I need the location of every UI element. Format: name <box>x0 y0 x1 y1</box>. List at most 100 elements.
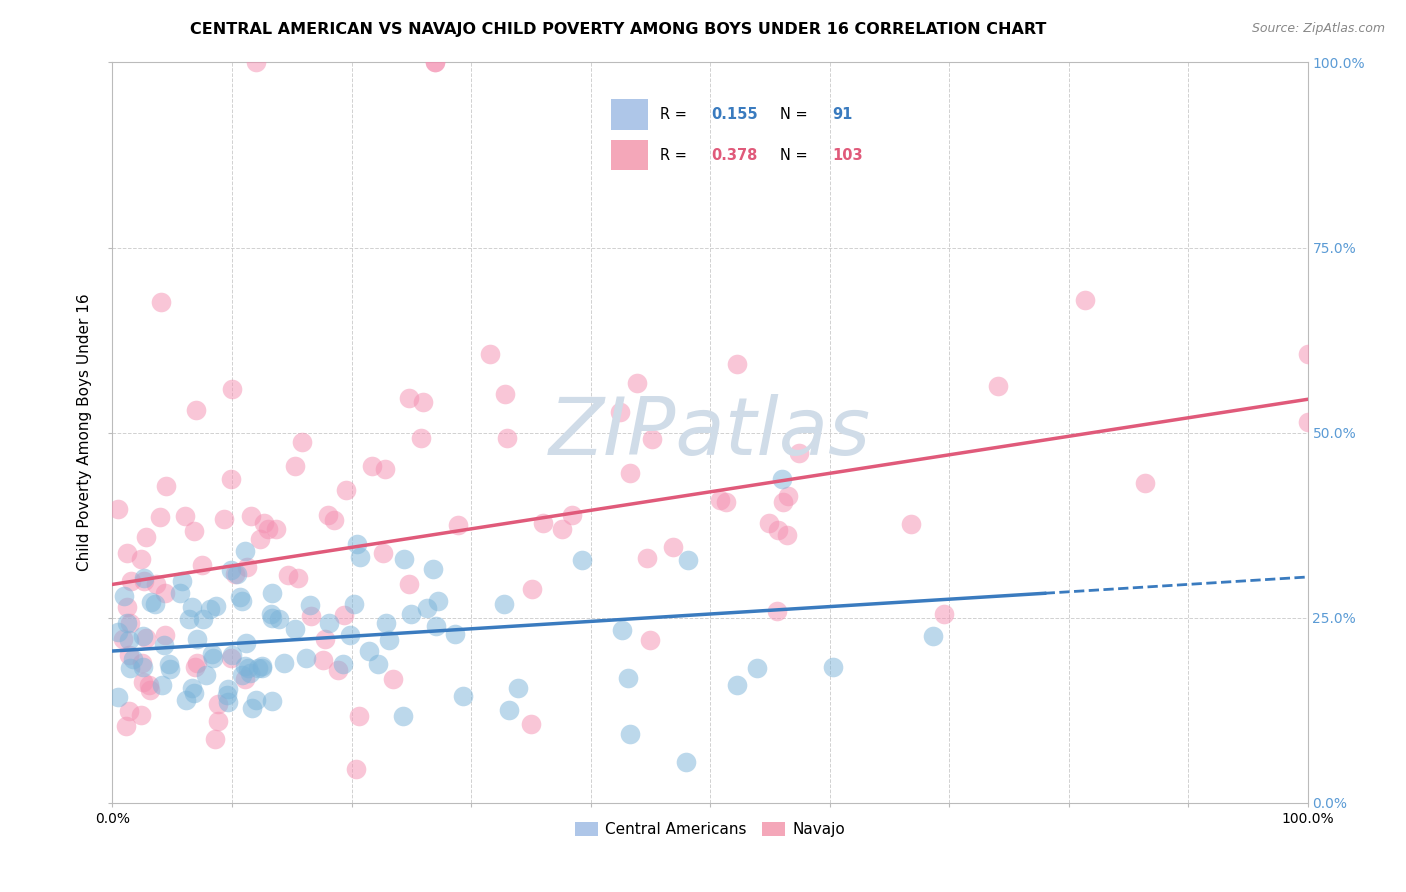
Point <box>170 574 193 589</box>
Point <box>260 611 283 625</box>
Point <box>378 632 401 647</box>
Point <box>451 689 474 703</box>
Point <box>346 536 368 550</box>
Point <box>678 553 700 567</box>
Point <box>716 495 738 509</box>
Text: Source: ZipAtlas.com: Source: ZipAtlas.com <box>1251 22 1385 36</box>
Point <box>118 661 141 675</box>
Point <box>184 660 207 674</box>
Point <box>374 615 396 630</box>
Point <box>1296 347 1319 361</box>
Point <box>392 551 415 566</box>
Point <box>494 387 516 401</box>
Point <box>149 294 172 309</box>
Point <box>619 727 641 741</box>
Point <box>195 667 218 681</box>
Point <box>231 594 253 608</box>
Point <box>120 574 142 588</box>
Point <box>299 608 322 623</box>
Point <box>416 601 439 615</box>
Point <box>155 479 177 493</box>
Point <box>1296 416 1319 430</box>
Point <box>240 701 263 715</box>
Point <box>617 671 640 685</box>
Point <box>134 571 156 585</box>
Point <box>186 632 208 647</box>
Point <box>217 681 239 696</box>
Point <box>425 55 447 70</box>
Point <box>932 607 955 621</box>
Point <box>768 523 790 537</box>
Point <box>122 652 145 666</box>
Point <box>444 627 467 641</box>
Point <box>107 501 129 516</box>
Point <box>347 709 370 723</box>
Text: ZIPatlas: ZIPatlas <box>548 393 872 472</box>
Point <box>492 597 515 611</box>
Point <box>129 551 152 566</box>
Point <box>776 489 799 503</box>
Point <box>112 632 135 647</box>
Point <box>235 559 257 574</box>
Point <box>412 395 434 409</box>
Point <box>479 347 502 361</box>
Point <box>219 650 242 665</box>
Point <box>332 657 354 671</box>
Point <box>204 731 226 746</box>
Point <box>922 629 945 643</box>
Point <box>204 599 226 614</box>
Point <box>249 533 271 547</box>
Point <box>120 615 142 630</box>
Point <box>662 540 685 554</box>
Point <box>131 656 153 670</box>
Point <box>148 509 170 524</box>
Point <box>117 704 139 718</box>
Point <box>316 508 339 522</box>
Point <box>772 495 794 509</box>
Point <box>112 589 135 603</box>
Point <box>186 402 208 417</box>
Point <box>132 629 155 643</box>
Point <box>253 516 276 531</box>
Point <box>118 648 141 663</box>
Point <box>571 553 593 567</box>
Point <box>361 458 384 473</box>
Point <box>311 653 333 667</box>
Point <box>1133 475 1156 490</box>
Point <box>143 597 166 611</box>
Y-axis label: Child Poverty Among Boys Under 16: Child Poverty Among Boys Under 16 <box>77 293 93 572</box>
Point <box>619 466 641 480</box>
Point <box>609 405 631 419</box>
Point <box>561 508 583 522</box>
Point <box>139 683 162 698</box>
Point <box>425 619 447 633</box>
Point <box>236 660 259 674</box>
Point <box>115 615 138 630</box>
Point <box>132 574 155 588</box>
Point <box>115 546 138 560</box>
Point <box>520 582 543 596</box>
Point <box>179 611 201 625</box>
Point <box>284 458 307 473</box>
Point <box>277 568 299 582</box>
Point <box>201 647 224 661</box>
Point <box>145 577 167 591</box>
Point <box>150 678 173 692</box>
Point <box>787 446 810 460</box>
Point <box>217 695 239 709</box>
Point <box>531 516 554 530</box>
Point <box>367 657 389 671</box>
Point <box>239 665 262 680</box>
Point <box>333 607 356 622</box>
Point <box>373 546 395 560</box>
Point <box>508 681 530 696</box>
Point <box>399 607 422 622</box>
Point <box>221 648 243 662</box>
Point <box>260 607 283 622</box>
Point <box>284 622 307 636</box>
Point <box>135 632 157 646</box>
Point <box>398 576 420 591</box>
Point <box>107 625 129 640</box>
Point <box>183 686 205 700</box>
Point <box>776 527 799 541</box>
